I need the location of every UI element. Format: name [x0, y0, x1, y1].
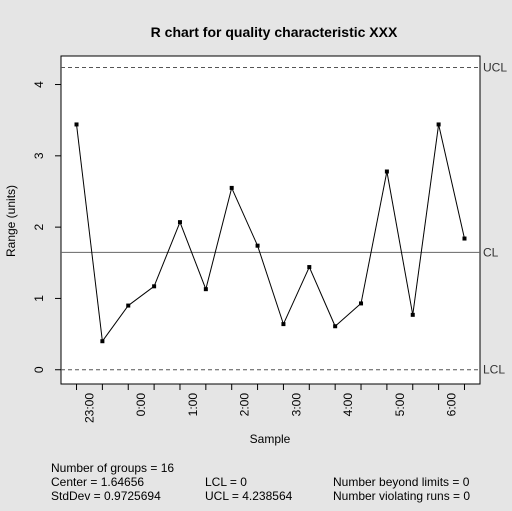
series-segment: [231, 187, 259, 246]
control-label-lcl: LCL: [483, 363, 505, 377]
data-point: [281, 322, 286, 327]
stat-ucl: UCL = 4.238564: [205, 489, 293, 503]
y-tick-label: 4: [32, 81, 46, 88]
data-point: [152, 284, 157, 289]
x-tick-label: 3:00: [289, 393, 303, 417]
series-segment: [360, 171, 388, 304]
control-label-ucl: UCL: [483, 61, 507, 75]
x-tick-label: 2:00: [238, 393, 252, 417]
series-segment: [179, 221, 207, 290]
x-tick-label: 5:00: [393, 393, 407, 417]
data-point: [203, 287, 208, 292]
data-point: [410, 312, 415, 317]
data-point: [100, 339, 105, 344]
y-tick-label: 1: [32, 295, 46, 302]
series-segment: [153, 221, 181, 287]
series-segment: [412, 124, 440, 315]
series-segment: [282, 266, 310, 325]
x-axis: 23:00 0:00 1:00 2:00 3:00 4:00 5:00 6:00: [76, 384, 465, 423]
stat-beyond-limits: Number beyond limits = 0: [333, 475, 470, 489]
data-point: [307, 265, 312, 270]
stat-lcl: LCL = 0: [205, 475, 247, 489]
data-point: [462, 236, 467, 241]
data-point: [74, 122, 79, 127]
data-point: [229, 185, 234, 190]
series-segment: [127, 285, 155, 306]
x-tick-label: 0:00: [134, 393, 148, 417]
series-segment: [334, 303, 362, 327]
data-point: [384, 169, 389, 174]
data-point: [177, 220, 182, 225]
y-axis: 0 1 2 3 4: [32, 81, 61, 373]
series-segment: [205, 187, 233, 290]
y-tick-label: 0: [32, 366, 46, 373]
y-tick-label: 3: [32, 152, 46, 159]
y-axis-label: Range (units): [4, 185, 18, 257]
series-segment: [386, 171, 414, 315]
data-point: [126, 303, 131, 308]
series-segment: [308, 266, 336, 327]
stat-stddev: StdDev = 0.9725694: [51, 489, 161, 503]
chart-title: R chart for quality characteristic XXX: [151, 24, 398, 40]
x-tick-label: 1:00: [186, 393, 200, 417]
series-segment: [257, 245, 284, 325]
x-axis-label: Sample: [250, 432, 291, 446]
x-tick-label: 23:00: [82, 393, 96, 423]
control-lines: UCL CL LCL: [61, 61, 507, 377]
x-tick-label: 6:00: [445, 393, 459, 417]
series-segment: [76, 124, 103, 342]
data-point: [359, 301, 364, 306]
x-tick-label: 4:00: [341, 393, 355, 417]
y-tick-label: 2: [32, 223, 46, 230]
series-segment: [101, 305, 129, 342]
plot-area: [60, 55, 481, 385]
data-point: [255, 243, 260, 248]
stat-violating-runs: Number violating runs = 0: [333, 489, 471, 503]
data-point: [436, 122, 441, 127]
stat-groups: Number of groups = 16: [51, 461, 175, 475]
stat-center: Center = 1.64656: [51, 475, 145, 489]
series-segment: [438, 124, 465, 239]
data-point: [333, 324, 338, 329]
range-series: [74, 122, 467, 344]
control-label-cl: CL: [483, 245, 499, 259]
